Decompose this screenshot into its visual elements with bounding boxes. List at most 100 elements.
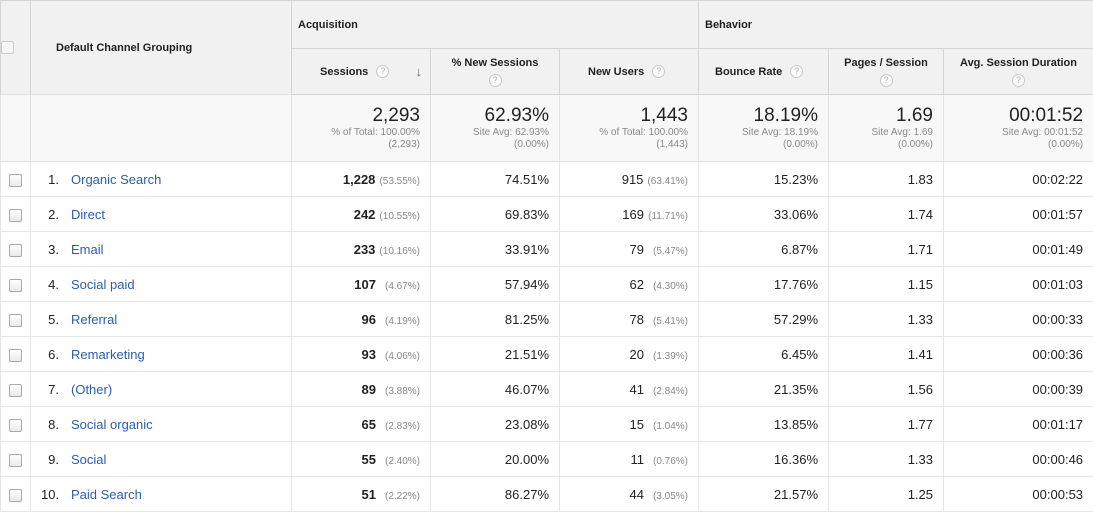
new-users-cell: 62 (4.30%) <box>559 266 699 302</box>
avg-duration-cell: 00:01:49 <box>942 231 1093 267</box>
row-checkbox[interactable] <box>9 488 22 502</box>
total-bounce-rate-value: 18.19% <box>753 105 818 126</box>
channel-link[interactable]: Email <box>71 241 104 257</box>
bounce-rate-cell: 17.76% <box>698 266 829 302</box>
row-checkbox[interactable] <box>9 418 22 432</box>
bounce-rate-cell: 16.36% <box>698 441 829 477</box>
acquisition-group-header: Acquisition <box>291 0 699 49</box>
col-sessions-header[interactable]: Sessions ? ↓ <box>291 48 431 95</box>
avg-duration-cell: 00:00:53 <box>942 476 1093 512</box>
row-checkbox[interactable] <box>9 348 22 362</box>
avg-duration-cell: 00:01:03 <box>942 266 1093 302</box>
col-pages-session-header[interactable]: Pages / Session ? <box>828 48 944 95</box>
col-bounce-rate-header[interactable]: Bounce Rate ? <box>698 48 829 95</box>
new-users-cell: 20 (1.39%) <box>559 336 699 372</box>
channel-cell: 2. Direct <box>30 196 292 232</box>
total-new-users-sub2: (1,443) <box>656 139 688 150</box>
row-checkbox[interactable] <box>9 173 22 187</box>
help-icon[interactable]: ? <box>1012 74 1026 87</box>
sessions-value: 107 <box>354 276 376 292</box>
avg-duration-cell: 00:00:39 <box>942 371 1093 407</box>
row-checkbox[interactable] <box>9 278 22 292</box>
sessions-cell: 1,228 (53.55%) <box>291 161 431 197</box>
select-all-checkbox[interactable] <box>1 41 14 54</box>
col-new-users-header[interactable]: New Users ? <box>559 48 699 95</box>
sort-descending-icon[interactable]: ↓ <box>415 64 423 79</box>
new-users-value: 11 <box>630 451 645 467</box>
total-new-sessions-sub: Site Avg: 62.93% <box>473 127 549 138</box>
help-icon[interactable]: ? <box>652 65 666 78</box>
col-new-sessions-header[interactable]: % New Sessions ? <box>430 48 560 95</box>
new-users-cell: 11 (0.76%) <box>559 441 699 477</box>
new-users-value: 79 <box>629 241 644 257</box>
row-checkbox[interactable] <box>9 208 22 222</box>
channel-link[interactable]: Social <box>71 451 107 467</box>
dimension-header[interactable]: Default Channel Grouping <box>30 0 292 95</box>
new-sessions-cell: 57.94% <box>430 266 560 302</box>
new-users-value: 15 <box>629 416 644 432</box>
pages-session-cell: 1.74 <box>828 196 944 232</box>
new-sessions-cell: 33.91% <box>430 231 560 267</box>
acquisition-group-label: Acquisition <box>298 18 358 31</box>
channel-link[interactable]: Organic Search <box>71 171 162 187</box>
channel-cell: 4. Social paid <box>30 266 292 302</box>
channel-link[interactable]: (Other) <box>71 381 113 397</box>
col-new-sessions-label: % New Sessions <box>451 57 539 69</box>
avg-duration-cell: 00:00:36 <box>942 336 1093 372</box>
sessions-cell: 93 (4.06%) <box>291 336 431 372</box>
channel-link[interactable]: Direct <box>71 206 105 222</box>
new-users-cell: 79 (5.47%) <box>559 231 699 267</box>
help-icon[interactable]: ? <box>790 65 804 78</box>
row-check-cell <box>0 266 31 302</box>
row-check-cell <box>0 196 31 232</box>
total-avg-duration-sub2: (0.00%) <box>1048 139 1084 150</box>
total-new-users: 1,443 % of Total: 100.00% (1,443) <box>559 94 699 162</box>
channel-link[interactable]: Referral <box>71 311 118 327</box>
new-sessions-cell: 86.27% <box>430 476 560 512</box>
channel-cell: 7. (Other) <box>30 371 292 407</box>
sessions-value: 65 <box>361 416 376 432</box>
new-users-pct: (4.30%) <box>652 280 688 292</box>
row-index: 6. <box>48 346 59 362</box>
channel-link[interactable]: Social paid <box>71 276 135 292</box>
new-sessions-cell: 20.00% <box>430 441 560 477</box>
help-icon[interactable]: ? <box>879 74 893 87</box>
row-checkbox[interactable] <box>9 243 22 257</box>
channel-link[interactable]: Social organic <box>71 416 153 432</box>
avg-duration-cell: 00:01:57 <box>942 196 1093 232</box>
new-sessions-cell: 46.07% <box>430 371 560 407</box>
sessions-cell: 51 (2.22%) <box>291 476 431 512</box>
new-sessions-cell: 81.25% <box>430 301 560 337</box>
sessions-cell: 96 (4.19%) <box>291 301 431 337</box>
sessions-value: 242 <box>353 206 376 222</box>
data-rows: 1. Organic Search 1,228 (53.55%) 74.51% 91… <box>0 161 1093 512</box>
avg-duration-cell: 00:02:22 <box>942 161 1093 197</box>
channel-cell: 5. Referral <box>30 301 292 337</box>
sessions-value: 233 <box>353 241 376 257</box>
row-checkbox[interactable] <box>9 383 22 397</box>
col-avg-duration-label: Avg. Session Duration <box>960 57 1077 69</box>
channel-cell: 8. Social organic <box>30 406 292 442</box>
help-icon[interactable]: ? <box>376 65 390 78</box>
col-avg-duration-header[interactable]: Avg. Session Duration ? <box>942 48 1093 95</box>
total-pages-session-sub2: (0.00%) <box>897 139 933 150</box>
col-bounce-rate-label: Bounce Rate <box>715 65 783 78</box>
dimension-header-label: Default Channel Grouping <box>56 41 193 54</box>
new-users-value: 41 <box>629 381 644 397</box>
new-users-pct: (5.41%) <box>652 315 688 327</box>
table-row: 6. Remarketing 93 (4.06%) 21.51% 20 (1.39%)… <box>0 336 1093 372</box>
row-checkbox[interactable] <box>9 313 22 327</box>
row-index: 3. <box>48 241 59 257</box>
total-pages-session-sub: Site Avg: 1.69 <box>871 127 933 138</box>
sessions-pct: (53.55%) <box>379 175 420 187</box>
new-sessions-cell: 69.83% <box>430 196 560 232</box>
new-users-pct: (3.05%) <box>652 490 688 502</box>
row-check-cell <box>0 371 31 407</box>
sessions-value: 96 <box>361 311 376 327</box>
help-icon[interactable]: ? <box>488 74 502 87</box>
channel-link[interactable]: Paid Search <box>71 486 142 502</box>
row-checkbox[interactable] <box>9 453 22 467</box>
avg-duration-cell: 00:00:33 <box>942 301 1093 337</box>
channel-link[interactable]: Remarketing <box>71 346 145 362</box>
